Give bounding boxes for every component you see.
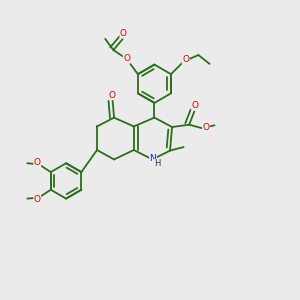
Text: N: N [150,154,156,163]
Text: O: O [120,29,127,38]
Text: O: O [202,123,209,132]
Text: O: O [34,158,41,167]
Text: O: O [109,91,116,100]
Text: O: O [34,195,41,204]
Text: O: O [123,54,130,63]
Text: O: O [182,55,189,64]
Text: O: O [192,101,199,110]
Text: H: H [154,159,161,168]
